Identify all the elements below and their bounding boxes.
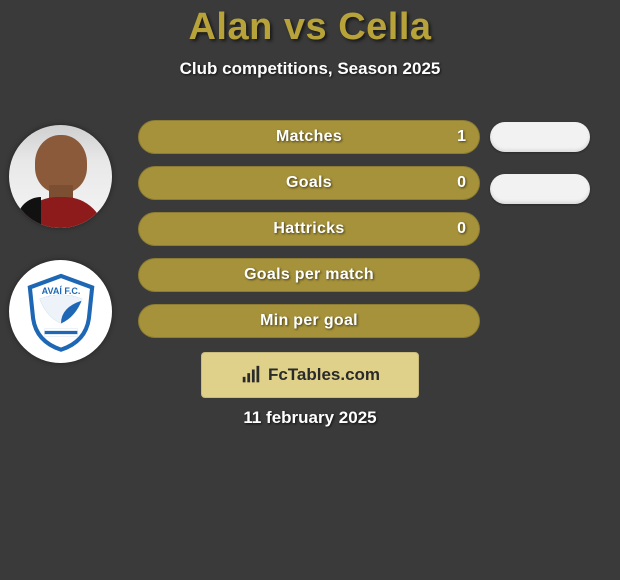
stat-row-min-per-goal: Min per goal [138,304,480,338]
infographic-card: Alan vs Cella Club competitions, Season … [0,0,620,580]
stats-list: Matches 1 Goals 0 Hattricks 0 Goals per … [138,120,480,350]
stat-row-matches: Matches 1 [138,120,480,154]
stat-row-goals-per-match: Goals per match [138,258,480,292]
generated-date: 11 february 2025 [0,408,620,428]
watermark-badge: FcTables.com [201,352,419,398]
stat-value: 0 [457,174,466,192]
stat-value: 1 [457,128,466,146]
subtitle: Club competitions, Season 2025 [0,59,620,79]
opponent-value-pill-1 [490,122,590,152]
stat-row-goals: Goals 0 [138,166,480,200]
stat-row-hattricks: Hattricks 0 [138,212,480,246]
stat-label: Min per goal [138,312,480,330]
avai-shield-icon: AVAÍ F.C. [20,271,102,353]
bar-chart-icon [240,364,262,386]
club-badge: AVAÍ F.C. [9,260,112,363]
page-title: Alan vs Cella [0,0,620,49]
stat-label: Goals [138,174,480,192]
opponent-value-pill-2 [490,174,590,204]
watermark-text: FcTables.com [268,365,380,385]
player2-club-badge: AVAÍ F.C. [9,260,112,363]
player1-photo [9,125,112,228]
svg-text:AVAÍ F.C.: AVAÍ F.C. [41,285,80,295]
stat-label: Hattricks [138,220,480,238]
player1-avatar [9,125,112,228]
stat-label: Goals per match [138,266,480,284]
stat-value: 0 [457,220,466,238]
stat-label: Matches [138,128,480,146]
